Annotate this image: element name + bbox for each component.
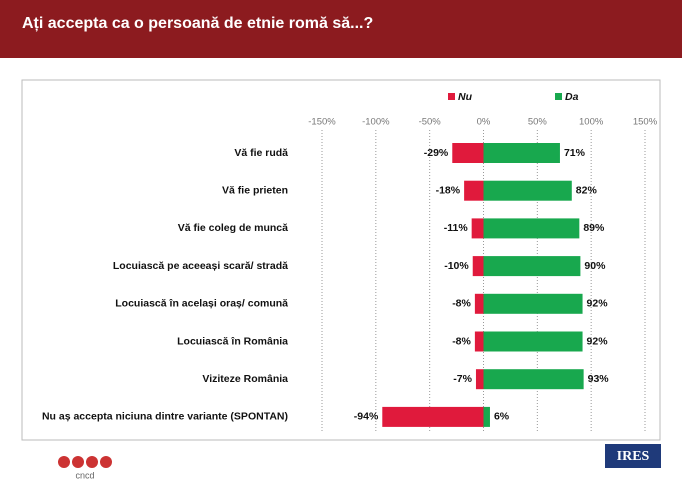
y-tick-label: Vă fie rudă — [234, 147, 288, 159]
x-tick-label: -100% — [362, 117, 390, 128]
data-label: 92% — [587, 335, 609, 347]
bar — [474, 293, 484, 314]
bar — [452, 143, 484, 163]
data-label: -11% — [444, 222, 469, 234]
bar — [483, 143, 560, 163]
chart-title: Ați accepta ca o persoană de etnie romă … — [22, 15, 373, 32]
bar — [483, 369, 584, 390]
bar — [483, 293, 583, 314]
data-label: -29% — [424, 147, 449, 159]
logo-dot — [72, 456, 84, 468]
x-tick-label: 150% — [633, 117, 658, 128]
x-tick-label: 50% — [528, 117, 548, 128]
data-label: 90% — [584, 260, 606, 272]
data-label: 93% — [588, 373, 610, 385]
data-label: -94% — [354, 411, 379, 423]
data-label: -8% — [452, 298, 471, 310]
y-tick-label: Nu aș accepta niciuna dintre variante (S… — [42, 411, 288, 423]
data-label: 89% — [583, 222, 605, 234]
legend-swatch — [448, 93, 455, 100]
x-tick-label: 100% — [579, 117, 604, 128]
logo-dot — [58, 456, 70, 468]
y-tick-label: Vă fie prieten — [222, 184, 288, 196]
data-label: -10% — [444, 260, 469, 272]
y-tick-label: Viziteze România — [202, 373, 288, 385]
data-label: -18% — [436, 184, 461, 196]
logo-box — [605, 444, 661, 468]
bar — [475, 369, 484, 390]
y-tick-label: Locuiască în același oraș/ comună — [115, 298, 288, 310]
bar — [471, 218, 484, 239]
title-banner — [0, 0, 682, 58]
data-label: -8% — [452, 335, 471, 347]
bar — [474, 331, 484, 352]
bar — [483, 218, 580, 239]
data-label: -7% — [453, 373, 472, 385]
x-tick-label: 0% — [477, 117, 491, 128]
data-label: 92% — [587, 298, 609, 310]
legend-label: Da — [565, 91, 579, 103]
bar — [483, 406, 490, 427]
logo-cncd: cncd — [58, 456, 112, 480]
bar — [382, 406, 484, 427]
data-label: 82% — [576, 184, 598, 196]
legend-swatch — [555, 93, 562, 100]
y-tick-label: Locuiască în România — [177, 335, 288, 347]
bar — [472, 256, 484, 277]
bar — [483, 256, 581, 277]
x-tick-label: -50% — [419, 117, 442, 128]
bar — [464, 180, 484, 201]
logo-dot — [86, 456, 98, 468]
data-label: 6% — [494, 411, 510, 423]
logo-text: cncd — [75, 470, 94, 480]
y-tick-label: Locuiască pe aceeași scară/ stradă — [113, 260, 288, 272]
logo-ires: IRES — [605, 444, 661, 468]
logo-dot — [100, 456, 112, 468]
data-label: 71% — [564, 147, 586, 159]
bar — [483, 331, 583, 352]
x-tick-label: -150% — [308, 117, 336, 128]
logo-text: IRES — [617, 449, 650, 464]
legend-label: Nu — [458, 91, 473, 103]
y-tick-label: Vă fie coleg de muncă — [178, 222, 288, 234]
plot-frame — [21, 79, 661, 441]
bar — [483, 180, 572, 201]
